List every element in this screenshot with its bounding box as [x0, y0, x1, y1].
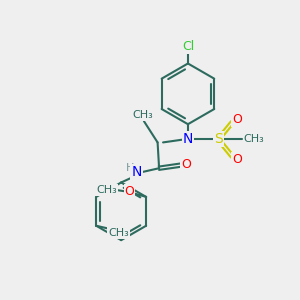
Text: N: N — [183, 132, 193, 146]
Text: CH₃: CH₃ — [96, 185, 117, 195]
Text: N: N — [131, 165, 142, 179]
Text: Cl: Cl — [182, 40, 194, 53]
Text: O: O — [182, 158, 191, 171]
Text: O: O — [232, 153, 242, 166]
Text: O: O — [124, 185, 134, 198]
Text: CH₃: CH₃ — [132, 110, 153, 120]
Text: CH₃: CH₃ — [108, 228, 129, 238]
Text: O: O — [232, 112, 242, 125]
Text: S: S — [214, 132, 223, 146]
Text: CH₃: CH₃ — [244, 134, 265, 144]
Text: H: H — [125, 163, 134, 173]
